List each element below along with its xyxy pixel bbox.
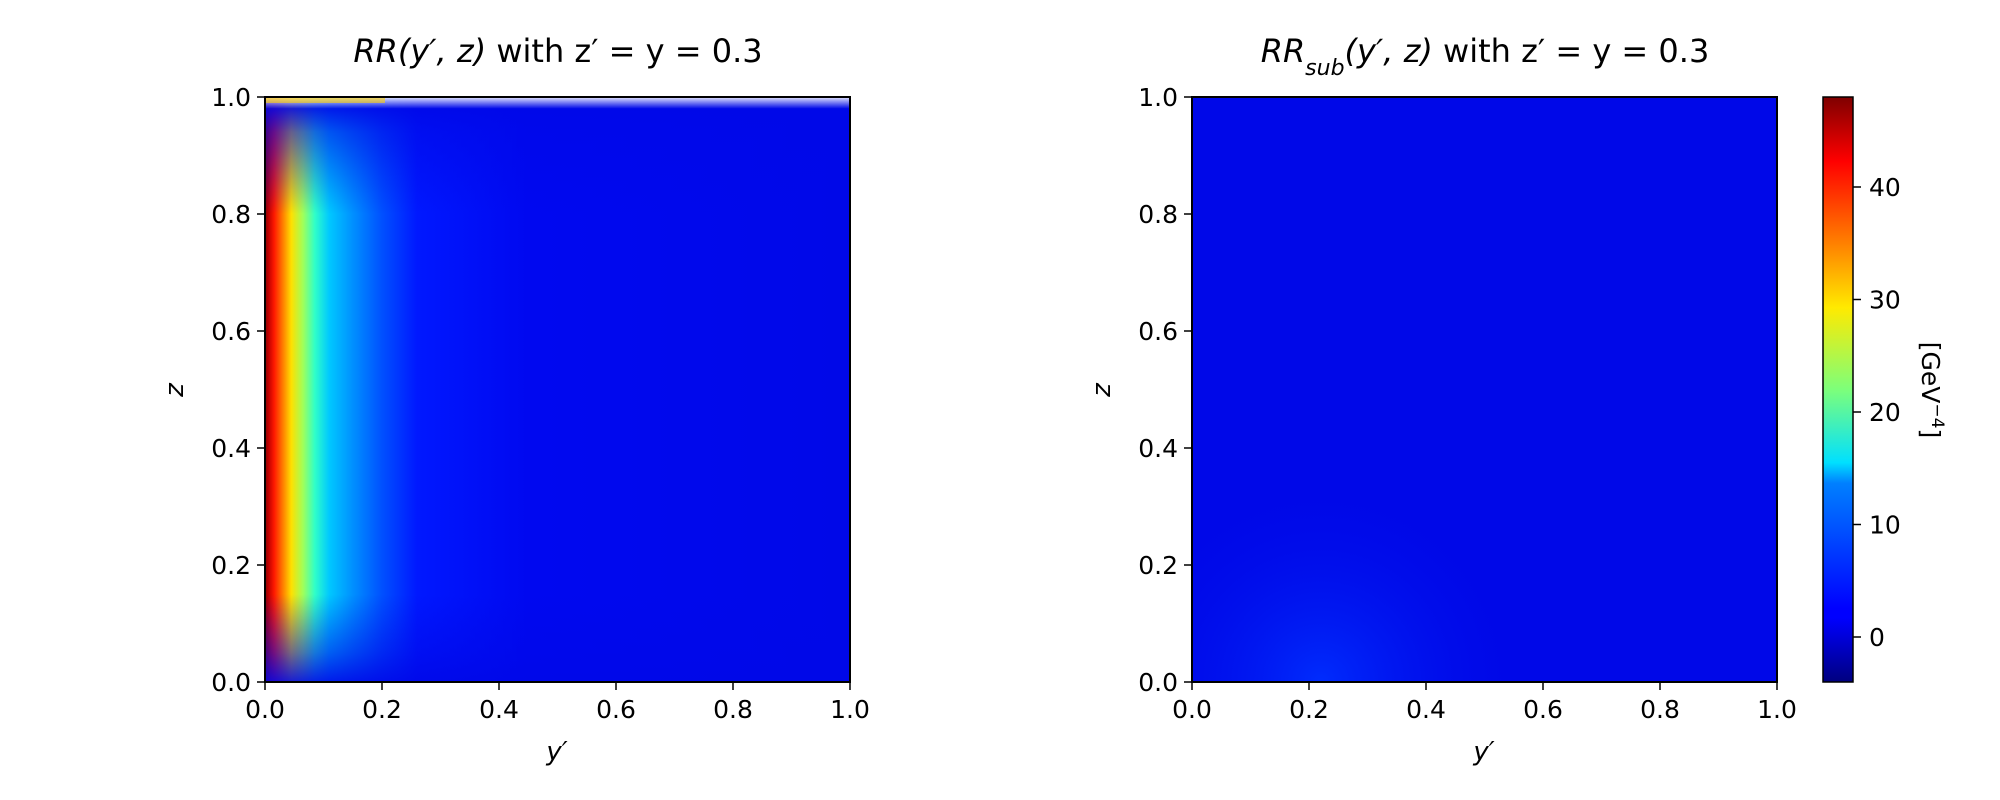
right-title: RRsub(y′, z) with z′ = y = 0.3	[1261, 32, 1710, 81]
left-y-axis-label: z	[160, 382, 190, 398]
p1-xtick-label-4: 0.8	[1640, 695, 1680, 724]
panel-left-rr: RR(y′, z) with z′ = y = 0.3 0.0 0.2 0.4 0.6…	[160, 32, 870, 767]
left-x-ticks: 0.0 0.2 0.4 0.6 0.8 1.0	[245, 682, 870, 724]
left-axes-frame	[264, 96, 851, 683]
colorbar-tick-label-1: 10	[1869, 511, 1901, 540]
p0-xtick-label-1: 0.2	[362, 695, 402, 724]
panel-right-rr-sub: RRsub(y′, z) with z′ = y = 0.3 0.0 0.2 0.4…	[1087, 32, 1797, 767]
p1-ytick-label-0: 0.0	[1138, 668, 1178, 697]
left-x-axis-label: y′	[545, 737, 567, 767]
p1-xtick-label-0: 0.0	[1172, 695, 1212, 724]
right-heatmap-bump	[1192, 97, 1777, 682]
right-title-condition: with z′ = y = 0.3	[1433, 32, 1709, 70]
right-axes-frame	[1191, 96, 1778, 683]
right-y-axis-label: z	[1087, 382, 1117, 398]
colorbar-label: [GeV−4]	[1916, 342, 1947, 438]
colorbar-ticks: 0 10 20 30 40	[1853, 173, 1901, 652]
p0-ytick-label-0: 0.0	[211, 668, 251, 697]
p0-ytick-label-3: 0.6	[211, 317, 251, 346]
p0-ytick-label-2: 0.4	[211, 434, 251, 463]
p1-ytick-label-3: 0.6	[1138, 317, 1178, 346]
left-heatmap-top-hot	[265, 97, 385, 103]
p1-ytick-label-4: 0.8	[1138, 200, 1178, 229]
p0-xtick-label-2: 0.4	[479, 695, 519, 724]
right-y-ticks: 0.0 0.2 0.4 0.6 0.8 1.0	[1138, 83, 1192, 697]
p0-xtick-label-4: 0.8	[713, 695, 753, 724]
p0-ytick-label-4: 0.8	[211, 200, 251, 229]
p0-xtick-label-0: 0.0	[245, 695, 285, 724]
p1-ytick-label-2: 0.4	[1138, 434, 1178, 463]
left-title-base: RR	[353, 32, 397, 70]
colorbar-label-exponent: −4	[1927, 403, 1947, 428]
left-title: RR(y′, z) with z′ = y = 0.3	[353, 32, 762, 70]
colorbar-frame	[1822, 96, 1854, 683]
right-title-sub: sub	[1305, 56, 1344, 81]
colorbar-tick-label-0: 0	[1869, 623, 1885, 652]
right-x-ticks: 0.0 0.2 0.4 0.6 0.8 1.0	[1172, 682, 1797, 724]
right-title-base: RR	[1261, 32, 1305, 70]
left-title-args: (y′, z)	[398, 32, 486, 70]
p1-xtick-label-2: 0.4	[1406, 695, 1446, 724]
colorbar-tick-label-2: 20	[1869, 398, 1901, 427]
p1-ytick-label-5: 1.0	[1138, 83, 1178, 112]
colorbar-label-unit: [GeV	[1916, 342, 1945, 404]
colorbar-gradient	[1823, 97, 1853, 682]
p0-ytick-label-1: 0.2	[211, 551, 251, 580]
p0-xtick-label-5: 1.0	[830, 695, 870, 724]
p0-xtick-label-3: 0.6	[596, 695, 636, 724]
colorbar-tick-label-3: 30	[1869, 286, 1901, 315]
colorbar: 0 10 20 30 40 [GeV−4]	[1822, 96, 1947, 683]
p1-xtick-label-3: 0.6	[1523, 695, 1563, 724]
colorbar-label-close: ]	[1916, 428, 1945, 438]
p0-ytick-label-5: 1.0	[211, 83, 251, 112]
right-title-args: (y′, z)	[1345, 32, 1433, 70]
colorbar-tick-label-4: 40	[1869, 173, 1901, 202]
left-heatmap-fade	[265, 97, 850, 682]
p1-ytick-label-1: 0.2	[1138, 551, 1178, 580]
right-x-axis-label: y′	[1472, 737, 1494, 767]
p1-xtick-label-1: 0.2	[1289, 695, 1329, 724]
left-title-condition: with z′ = y = 0.3	[486, 32, 762, 70]
p1-xtick-label-5: 1.0	[1757, 695, 1797, 724]
left-y-ticks: 0.0 0.2 0.4 0.6 0.8 1.0	[211, 83, 265, 697]
